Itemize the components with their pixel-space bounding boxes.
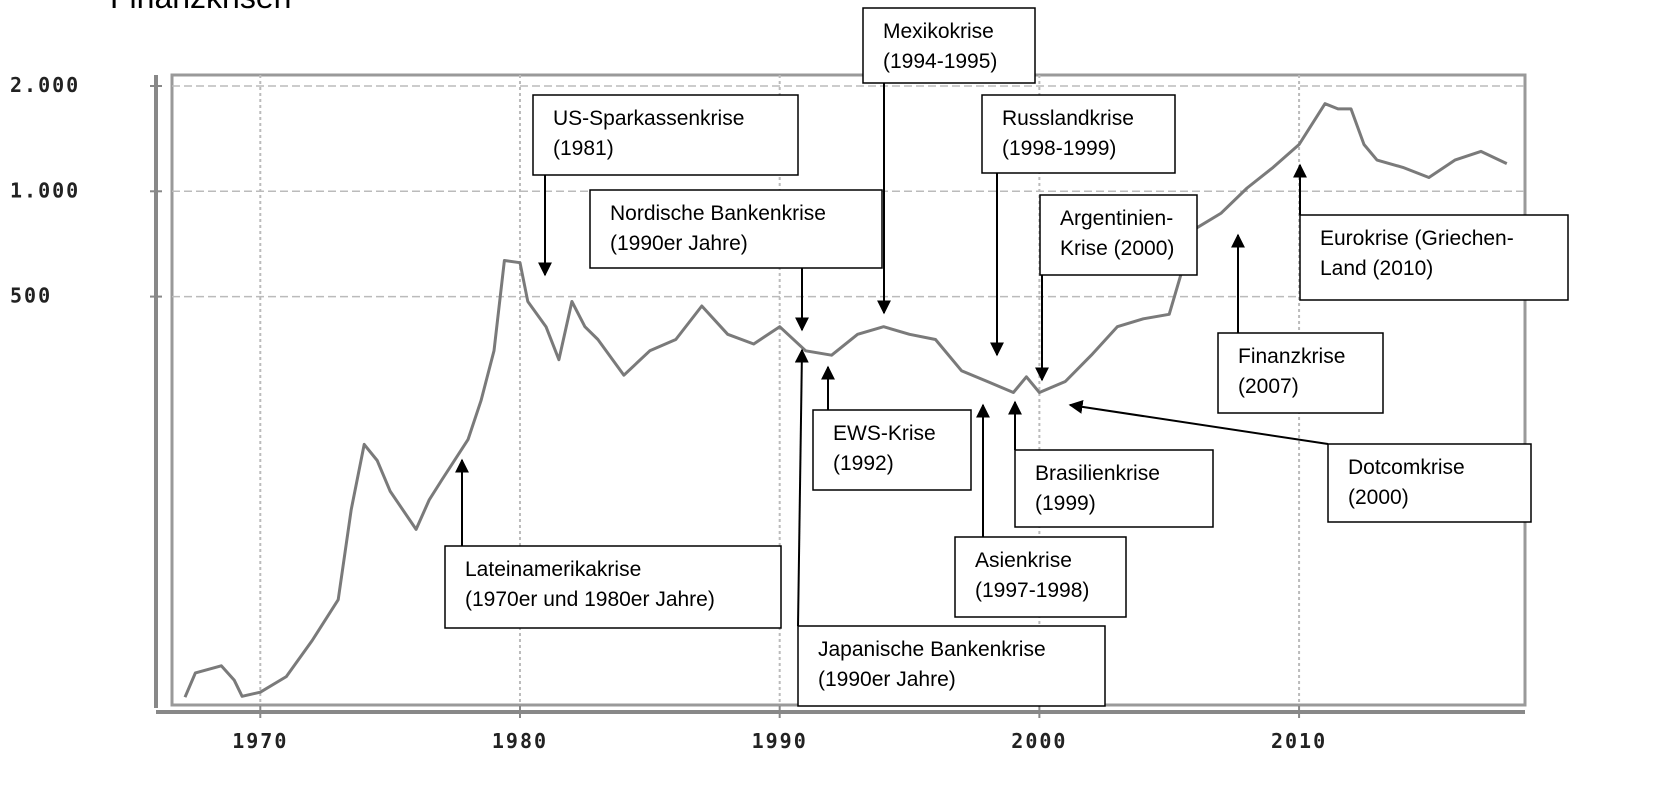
y-tick-label: 1.000 (10, 178, 80, 202)
annotation-arrow (1068, 399, 1329, 445)
x-tick-label: 1980 (492, 729, 548, 753)
price-line (183, 102, 1508, 698)
annotation-text: (1981) (553, 137, 614, 160)
annotation-box (1327, 443, 1532, 523)
annotation-text: Japanische Bankenkrise (818, 638, 1046, 661)
annotation-text: (1994-1995) (883, 50, 997, 73)
annotation-text: (1990er Jahre) (610, 232, 748, 255)
annotation-text: (1999) (1035, 492, 1096, 515)
annotation-arrow (794, 348, 809, 627)
annotation-text: Dotcomkrise (1348, 456, 1465, 479)
annotation-box (589, 189, 883, 269)
annotation-box (532, 94, 799, 176)
y-tick-label: 500 (10, 284, 52, 308)
annotation-text: Krise (2000) (1060, 237, 1174, 260)
annotation-text: Nordische Bankenkrise (610, 202, 826, 225)
chart-title: Finanzkrisen (110, 0, 291, 15)
annotation-box (862, 7, 1036, 84)
annotation-text: (1992) (833, 452, 894, 475)
annotation-text: Argentinien- (1060, 207, 1173, 230)
annotation-text: Mexikokrise (883, 20, 994, 43)
annotation-text: (1970er und 1980er Jahre) (465, 588, 715, 611)
annotation-box (812, 409, 972, 491)
annotation-text: Eurokrise (Griechen- (1320, 227, 1514, 250)
annotation-box (444, 545, 782, 629)
annotation-text: Lateinamerikakrise (465, 558, 641, 581)
annotation-text: Brasilienkrise (1035, 462, 1160, 485)
annotation-box (1039, 194, 1198, 276)
annotation-text: (1998-1999) (1002, 137, 1116, 160)
x-tick-label: 1970 (232, 729, 288, 753)
x-tick-label: 2010 (1271, 729, 1327, 753)
annotation-text: Land (2010) (1320, 257, 1433, 280)
annotation-box (1299, 214, 1569, 301)
annotation-text: (2000) (1348, 486, 1409, 509)
x-tick-label: 2000 (1011, 729, 1067, 753)
y-tick-label: 2.000 (10, 73, 80, 97)
annotation-text: Asienkrise (975, 549, 1072, 572)
x-tick-label: 1990 (752, 729, 808, 753)
annotation-text: US-Sparkassenkrise (553, 107, 744, 130)
annotation-box (981, 94, 1176, 174)
annotation-text: (1990er Jahre) (818, 668, 956, 691)
annotation-box (1217, 332, 1384, 414)
annotation-text: (2007) (1238, 375, 1299, 398)
annotation-text: EWS-Krise (833, 422, 936, 445)
annotation-text: (1997-1998) (975, 579, 1089, 602)
annotation-text: Finanzkrise (1238, 345, 1345, 368)
annotation-text: Russlandkrise (1002, 107, 1134, 130)
annotation-box (1014, 449, 1214, 528)
annotation-box (797, 625, 1106, 707)
annotation-box (954, 536, 1127, 618)
